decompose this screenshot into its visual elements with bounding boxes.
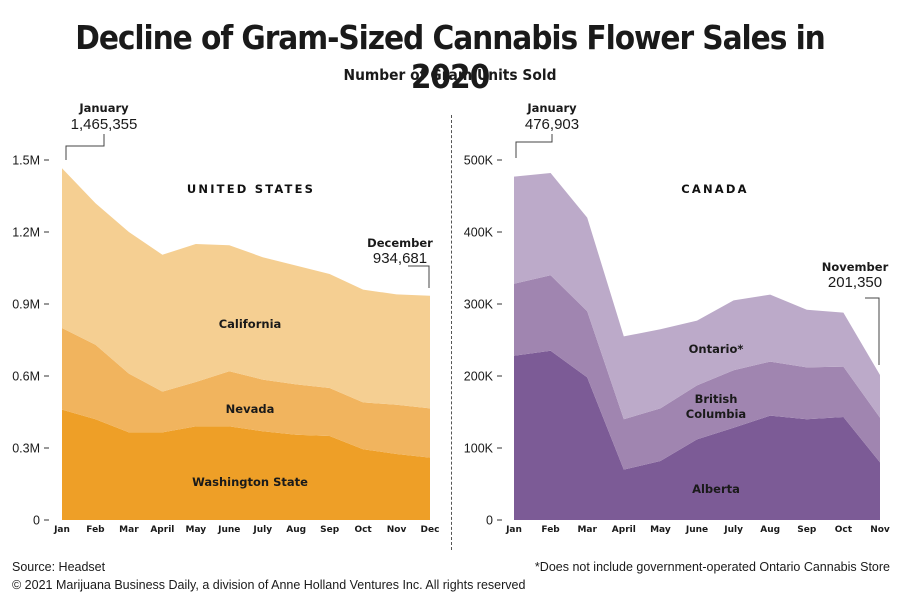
annotation-value-december: 934,681: [373, 250, 427, 267]
x-tick-label: Sep: [797, 525, 817, 535]
annotation-value-january: 1,465,355: [71, 116, 138, 133]
y-tick-label: 300K: [464, 298, 494, 312]
area-ontario: [514, 350, 880, 520]
y-tick-label: 100K: [464, 442, 494, 456]
source-note: Source: Headset: [12, 560, 106, 574]
y-tick-label: 200K: [464, 370, 494, 384]
x-tick-label: April: [612, 525, 636, 535]
x-tick-label: Sep: [320, 525, 340, 535]
annotation-value-january: 476,903: [525, 116, 579, 133]
annotation-label-december: December: [367, 236, 433, 250]
y-tick-label: 0: [33, 514, 40, 528]
x-tick-label: Feb: [541, 525, 560, 535]
x-tick-label: May: [186, 525, 207, 535]
y-tick-label: 0.6M: [12, 370, 40, 384]
area-nevada: [62, 328, 430, 458]
y-tick-label: 0.9M: [12, 298, 40, 312]
y-tick-label: 0: [486, 514, 493, 528]
x-tick-label: Oct: [835, 525, 853, 535]
series-label-nevada: Nevada: [226, 402, 275, 416]
annotation-callout-december: [408, 265, 430, 288]
x-tick-label: Mar: [577, 525, 597, 535]
area-alberta: [514, 173, 880, 420]
annotation-label-january: January: [78, 101, 129, 115]
panel-title-united-states: UNITED STATES: [187, 182, 315, 196]
series-label-british-columbia: Columbia: [686, 407, 746, 421]
x-tick-label: June: [685, 525, 708, 535]
footnote: *Does not include government-operated On…: [534, 560, 890, 574]
x-tick-label: June: [217, 525, 240, 535]
y-tick-label: 400K: [464, 226, 494, 240]
x-tick-label: April: [150, 525, 174, 535]
x-tick-label: Dec: [421, 525, 440, 535]
x-tick-label: Aug: [760, 525, 780, 535]
series-label-alberta: Alberta: [692, 482, 740, 496]
annotation-value-november: 201,350: [828, 274, 882, 291]
chart-title: Decline of Gram-Sized Cannabis Flower Sa…: [75, 18, 826, 96]
annotation-callout-january: [515, 134, 553, 158]
y-tick-label: 1.2M: [12, 226, 40, 240]
annotation-label-january: January: [526, 101, 577, 115]
y-tick-label: 1.5M: [12, 154, 40, 168]
area-washington-state: [62, 168, 430, 409]
annotation-label-november: November: [822, 260, 889, 274]
x-tick-label: Nov: [387, 525, 407, 535]
x-tick-label: May: [650, 525, 671, 535]
x-tick-label: July: [252, 525, 272, 535]
x-tick-label: Jan: [53, 525, 70, 535]
panel-divider: [451, 115, 452, 550]
area-british-columbia: [514, 275, 880, 470]
y-tick-label: 0.3M: [12, 442, 40, 456]
series-label-washington-state: Washington State: [192, 475, 308, 489]
series-label-california: California: [219, 317, 282, 331]
x-tick-label: July: [723, 525, 743, 535]
annotation-callout-november: [865, 297, 880, 365]
copyright-note: © 2021 Marijuana Business Daily, a divis…: [12, 578, 526, 592]
x-tick-label: Aug: [286, 525, 306, 535]
x-tick-label: Oct: [354, 525, 372, 535]
x-tick-label: Nov: [870, 525, 890, 535]
x-tick-label: Jan: [505, 525, 522, 535]
x-tick-label: Feb: [86, 525, 105, 535]
x-tick-label: Mar: [119, 525, 139, 535]
series-label-ontario: Ontario*: [689, 342, 744, 356]
area-california: [62, 409, 430, 520]
annotation-callout-january: [65, 134, 105, 160]
panel-title-canada: CANADA: [681, 182, 749, 196]
y-tick-label: 500K: [464, 154, 494, 168]
series-label-british-columbia: British: [695, 392, 738, 406]
chart-subtitle: Number of Gram Units Sold: [343, 66, 557, 84]
